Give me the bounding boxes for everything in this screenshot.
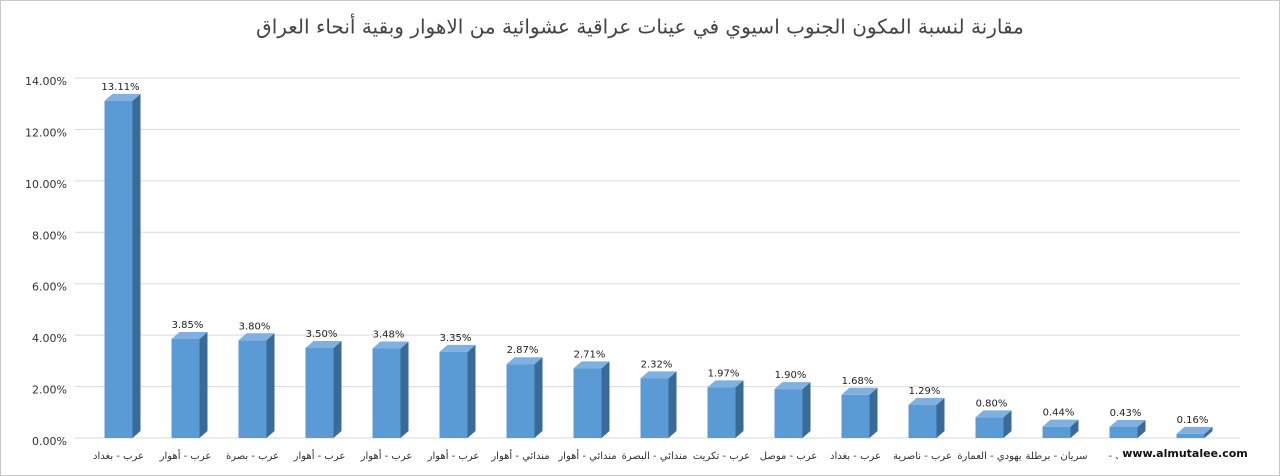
y-tick-label: 2.00% [32, 384, 67, 397]
bar [305, 348, 334, 438]
bar-side [467, 344, 476, 438]
x-tick-label: مندائي - أهوار [490, 449, 549, 462]
value-label: 0.80% [976, 398, 1008, 409]
y-tick-label: 4.00% [32, 332, 67, 345]
x-tick-label: سريان - برطلة [1026, 451, 1088, 462]
bar-side [735, 380, 744, 438]
value-label: 1.29% [909, 386, 941, 397]
bar [238, 340, 267, 438]
bar [104, 100, 133, 438]
bar-side [869, 387, 878, 438]
bar-side [1204, 426, 1213, 438]
bar-top [707, 380, 744, 388]
bar [171, 339, 200, 438]
bar-top [573, 361, 610, 369]
bar-top [1176, 426, 1213, 434]
bar-top [439, 344, 476, 352]
bar-top [640, 371, 677, 379]
watermark: www.almutalee.com [1122, 447, 1248, 460]
bar-top [238, 333, 275, 341]
bar-top [841, 387, 878, 395]
bar-side [132, 93, 141, 438]
y-tick-label: 6.00% [32, 281, 67, 294]
value-label: 3.80% [239, 321, 271, 332]
y-tick-label: 12.00% [25, 126, 67, 139]
bar [908, 404, 937, 438]
bar-side [1137, 419, 1146, 438]
bar [506, 364, 535, 438]
x-tick-label: عرب - بغداد [93, 451, 144, 462]
bar-top [171, 332, 208, 339]
x-tick-label: عرب - أهوار [360, 449, 413, 462]
value-label: 13.11% [101, 82, 139, 93]
bar-side [400, 341, 409, 438]
value-label: 0.44% [1043, 408, 1075, 419]
x-tick-label: عرب - بصرة [226, 451, 279, 462]
x-tick-label: عرب - موصل [760, 451, 817, 462]
x-tick-label: عرب - أهوار [427, 449, 480, 462]
y-tick-label: 0.00% [32, 435, 67, 448]
bar-side [199, 332, 208, 438]
bar-top [1042, 419, 1079, 427]
bar [372, 348, 401, 438]
bar [640, 378, 669, 438]
bar-top [908, 397, 945, 405]
bar [841, 394, 870, 438]
value-label: 3.48% [373, 330, 405, 341]
bar [1109, 426, 1138, 438]
x-tick-label: مندائي - البصرة [622, 451, 688, 462]
value-label: 2.71% [574, 349, 606, 360]
value-label: 0.43% [1110, 408, 1142, 419]
value-label: 1.90% [775, 370, 807, 381]
bar-side [1070, 419, 1079, 438]
x-tick-label: يهودي - العمارة [957, 451, 1022, 462]
value-label: 3.35% [440, 333, 472, 344]
x-tick-label: عرب - بغداد [830, 451, 881, 462]
x-tick-label: مندائي - أهوار [557, 449, 616, 462]
bar-top [305, 341, 342, 348]
bar-side [1003, 410, 1012, 438]
bar [573, 368, 602, 438]
bar [1176, 433, 1205, 438]
x-tick-label: عرب - تكريت [693, 451, 750, 462]
bar-top [774, 382, 811, 390]
value-label: 1.97% [708, 368, 740, 379]
x-tick-label: عرب - أهوار [293, 449, 346, 462]
value-label: 1.68% [842, 376, 874, 387]
bar-side [333, 341, 342, 438]
bar-side [266, 333, 275, 438]
bar-top [372, 341, 409, 349]
bar-top [1109, 419, 1146, 427]
value-label: 0.16% [1177, 415, 1209, 426]
bar-top [975, 410, 1012, 418]
chart-title: مقارنة لنسبة المكون الجنوب اسيوي في عينا… [256, 14, 1024, 40]
value-label: 3.85% [172, 320, 204, 331]
bar-side [802, 382, 811, 438]
bar [1042, 426, 1071, 438]
bar-side [936, 397, 945, 438]
bar [707, 387, 736, 438]
y-tick-label: 8.00% [32, 229, 67, 242]
watermark-bg [1118, 444, 1252, 464]
bar-side [668, 371, 677, 438]
x-tick-label: عرب - ناصرية [893, 451, 952, 462]
value-label: 2.32% [641, 359, 673, 370]
bar-top [104, 93, 141, 101]
y-tick-label: 10.00% [25, 178, 67, 191]
bar [439, 351, 468, 438]
bar [975, 417, 1004, 438]
bar-side [534, 357, 543, 438]
bar-side [601, 361, 610, 438]
x-tick-label: عرب - أهوار [159, 449, 212, 462]
bar-top [506, 357, 543, 365]
bar [774, 389, 803, 438]
value-label: 3.50% [306, 329, 338, 340]
value-label: 2.87% [507, 345, 539, 356]
y-tick-label: 14.00% [25, 75, 67, 88]
